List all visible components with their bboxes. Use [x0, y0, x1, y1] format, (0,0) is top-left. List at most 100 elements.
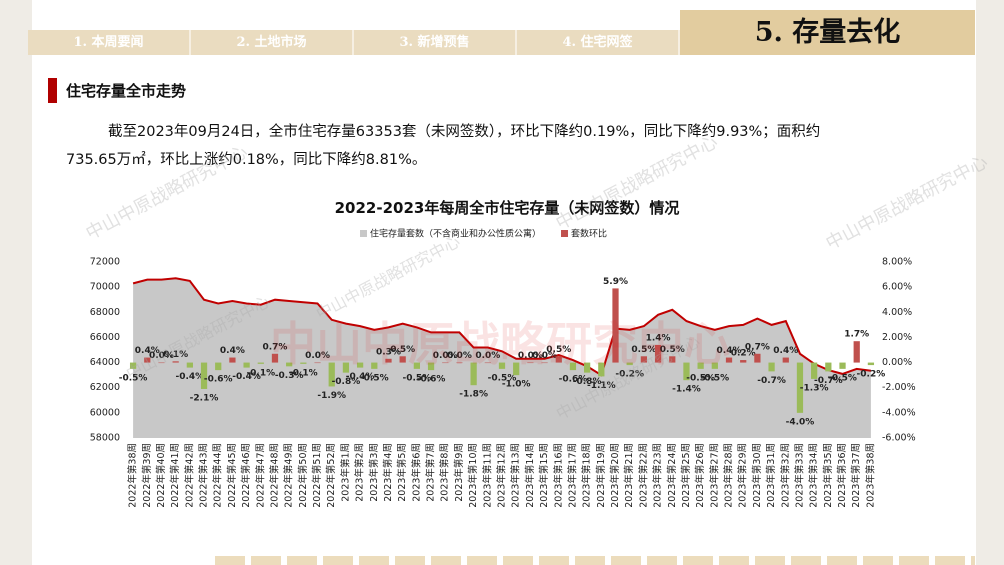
x-tick-label: 2023年第25周 — [680, 443, 692, 508]
y-tick-label: 64000 — [90, 357, 120, 368]
footer-decoration — [215, 556, 975, 565]
y-tick-label: 62000 — [90, 382, 120, 393]
x-tick-label: 2022年第43周 — [198, 443, 210, 508]
data-label: 0.7% — [262, 342, 287, 352]
x-tick-label: 2023年第6周 — [410, 443, 422, 502]
tab[interactable]: 2. 土地市场 — [191, 30, 354, 55]
data-label: 0.0% — [475, 351, 500, 361]
bar — [413, 362, 420, 369]
data-label: -0.3% — [275, 371, 304, 381]
watermark: 中山中原战略研究中心 — [82, 141, 251, 244]
bar — [300, 362, 307, 364]
x-tick-label: 2023年第4周 — [382, 443, 394, 502]
data-label: -0.6% — [204, 375, 233, 385]
data-label: -1.9% — [317, 391, 346, 401]
x-tick-label: 2023年第32周 — [779, 443, 791, 508]
y-tick-label: 70000 — [90, 282, 120, 293]
data-label: 0.1% — [163, 350, 188, 360]
data-label: -0.5% — [488, 373, 517, 383]
data-label: 0.2% — [731, 349, 756, 359]
x-tick-label: 2023年第3周 — [368, 443, 380, 502]
x-tick-label: 2023年第28周 — [723, 443, 735, 508]
data-label: -0.7% — [814, 376, 843, 386]
bar — [442, 362, 449, 364]
x-tick-label: 2022年第49周 — [283, 443, 295, 508]
bar — [612, 288, 619, 363]
bar — [172, 361, 179, 363]
x-tick-label: 2023年第29周 — [737, 443, 749, 508]
data-label: 0.4% — [135, 346, 160, 356]
data-label: 0.4% — [220, 346, 245, 356]
bar — [598, 362, 605, 377]
x-tick-label: 2023年第2周 — [354, 443, 366, 502]
bar — [555, 356, 562, 363]
y2-tick-label: 0.00% — [882, 357, 912, 368]
y-tick-label: 68000 — [90, 307, 120, 318]
x-tick-label: 2023年第11周 — [481, 443, 493, 508]
bar — [498, 362, 506, 369]
y-tick-label: 66000 — [90, 332, 120, 343]
data-label: 0.0% — [305, 351, 330, 361]
data-label: 0.5% — [631, 345, 656, 355]
bar — [683, 362, 690, 381]
bar — [456, 362, 463, 364]
section-marker — [48, 78, 57, 103]
x-tick-label: 2023年第16周 — [552, 443, 564, 508]
data-label: 5.9% — [603, 277, 628, 287]
bar — [158, 362, 165, 364]
bar — [867, 362, 875, 366]
x-tick-label: 2023年第23周 — [652, 443, 664, 508]
x-tick-label: 2023年第15周 — [538, 443, 550, 508]
data-label: -0.1% — [289, 368, 318, 378]
bar — [754, 353, 761, 363]
data-label: -0.6% — [559, 375, 588, 385]
active-tab[interactable]: 5. 存量去化 — [680, 10, 975, 55]
bar — [356, 362, 364, 368]
x-tick-label: 2023年第21周 — [623, 443, 635, 508]
data-label: -0.5% — [828, 373, 857, 383]
data-label: -1.0% — [502, 380, 531, 390]
bar — [186, 362, 193, 368]
x-tick-label: 2023年第13周 — [510, 443, 522, 508]
x-tick-label: 2023年第30周 — [751, 443, 763, 508]
y2-tick-label: 2.00% — [882, 332, 912, 343]
x-tick-label: 2023年第7周 — [425, 443, 437, 502]
data-label: 1.7% — [844, 330, 869, 340]
y2-tick-label: 6.00% — [882, 282, 912, 293]
area-line — [132, 277, 872, 377]
tab[interactable]: 3. 新增预售 — [354, 30, 517, 55]
x-tick-label: 2023年第31周 — [765, 443, 777, 508]
x-tick-label: 2023年第10周 — [467, 443, 479, 508]
x-tick-label: 2023年第33周 — [793, 443, 805, 508]
watermark: 中山中原战略研究中心 — [552, 131, 721, 234]
x-tick-label: 2023年第1周 — [339, 443, 351, 502]
bar — [825, 362, 832, 372]
bar — [129, 362, 137, 369]
tab[interactable]: 4. 住宅网签 — [517, 30, 680, 55]
data-label: -0.5% — [403, 373, 432, 383]
y-tick-label: 58000 — [90, 433, 120, 444]
bar — [669, 356, 676, 363]
x-tick-label: 2023年第34周 — [808, 443, 820, 508]
x-tick-label: 2022年第39周 — [141, 443, 153, 508]
x-tick-label: 2023年第12周 — [496, 443, 508, 508]
data-label: -0.8% — [332, 377, 361, 387]
legend-swatch — [360, 230, 367, 237]
paragraph: 截至2023年09月24日，全市住宅存量63353套（未网签数），环比下降约0.… — [66, 118, 966, 174]
data-label: -1.3% — [800, 383, 829, 393]
data-label: -0.2% — [615, 370, 644, 380]
tab[interactable]: 1. 本周要闻 — [28, 30, 191, 55]
x-tick-label: 2023年第22周 — [637, 443, 649, 508]
bar — [711, 362, 718, 369]
bar — [853, 341, 860, 363]
bar — [399, 356, 406, 363]
x-tick-label: 2022年第42周 — [183, 443, 195, 508]
bar — [144, 357, 151, 363]
legend-swatch — [561, 230, 569, 237]
x-tick-label: 2023年第24周 — [666, 443, 678, 508]
x-tick-label: 2022年第41周 — [169, 443, 181, 508]
bar — [697, 362, 704, 369]
y2-tick-label: 8.00% — [882, 257, 912, 268]
data-label: 0.0% — [532, 351, 557, 361]
